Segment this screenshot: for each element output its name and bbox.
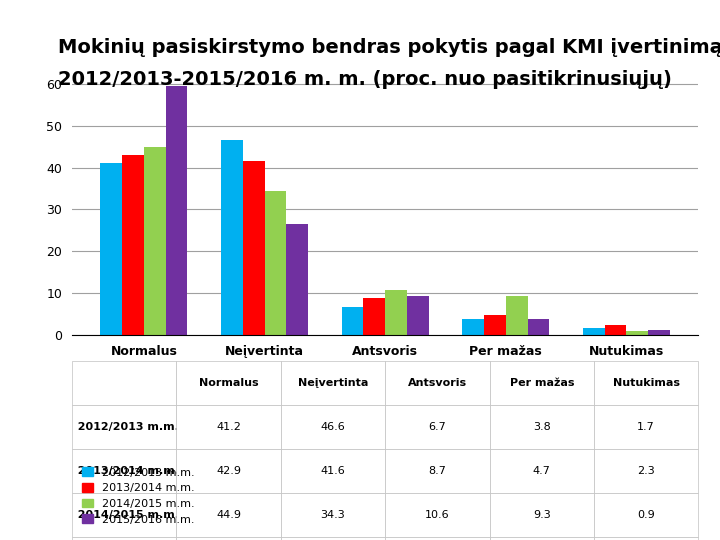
Bar: [462, 319, 484, 335]
Bar: [385, 291, 407, 335]
Bar: [364, 299, 385, 335]
Bar: [166, 86, 187, 335]
Bar: [122, 156, 144, 335]
Text: Mokinių pasiskirstymo bendras pokytis pagal KMI įvertinimą: Mokinių pasiskirstymo bendras pokytis pa…: [58, 38, 720, 57]
Bar: [342, 307, 364, 335]
Bar: [101, 163, 122, 335]
Bar: [648, 330, 670, 335]
Bar: [264, 191, 287, 335]
Bar: [484, 315, 506, 335]
Bar: [243, 161, 264, 335]
Bar: [407, 296, 428, 335]
Bar: [605, 325, 626, 335]
Bar: [221, 140, 243, 335]
Bar: [583, 328, 605, 335]
Bar: [144, 147, 166, 335]
Bar: [506, 296, 528, 335]
Bar: [626, 331, 648, 335]
Bar: [528, 319, 549, 335]
Legend: 2012/2013 m.m., 2013/2014 m.m., 2014/2015 m.m., 2015/2016 m.m.: 2012/2013 m.m., 2013/2014 m.m., 2014/201…: [78, 463, 199, 529]
Text: 2012/2013-2015/2016 m. m. (proc. nuo pasitikrinusiųjų): 2012/2013-2015/2016 m. m. (proc. nuo pas…: [58, 70, 672, 89]
Bar: [287, 225, 308, 335]
